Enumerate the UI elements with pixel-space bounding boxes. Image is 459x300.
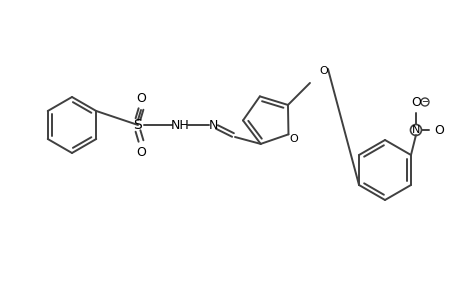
Text: O: O — [410, 95, 420, 109]
Text: O: O — [136, 146, 146, 158]
Text: O: O — [433, 124, 443, 136]
Text: S: S — [133, 118, 142, 132]
Text: NH: NH — [170, 118, 189, 131]
Text: O: O — [288, 134, 297, 144]
Text: O: O — [319, 66, 328, 76]
Text: N: N — [208, 118, 217, 131]
Text: O: O — [136, 92, 146, 104]
Text: N: N — [411, 125, 419, 135]
Text: −: − — [420, 98, 427, 106]
